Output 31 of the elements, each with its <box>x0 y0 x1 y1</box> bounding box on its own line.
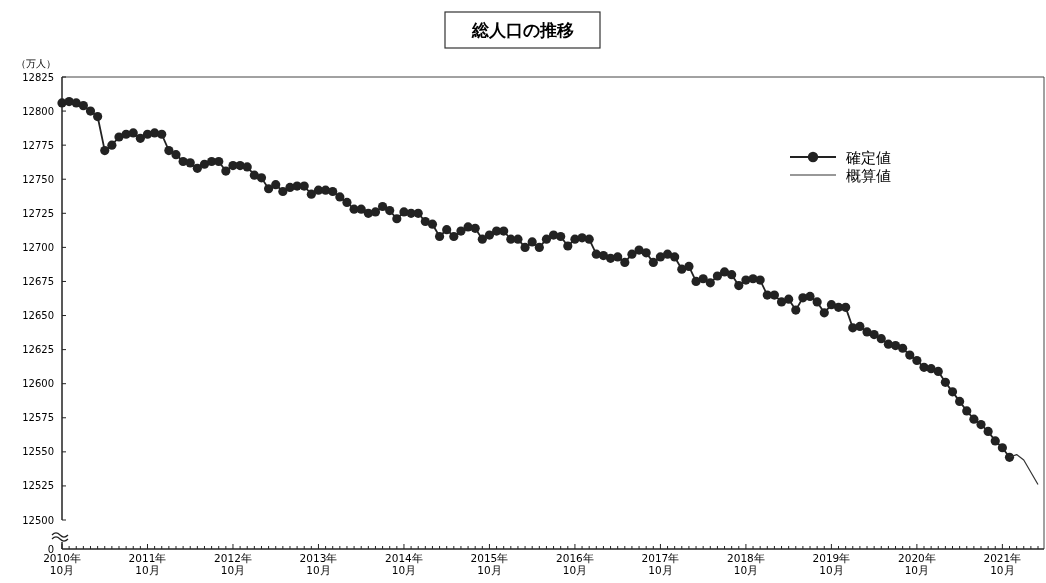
x-tick-label: 2013年 10月 <box>299 552 338 577</box>
y-tick-label: 12750 <box>22 173 54 185</box>
x-tick-label: 2010年 10月 <box>43 552 81 577</box>
legend: 概算値 <box>846 167 891 185</box>
ylabel: （万人） <box>16 58 56 69</box>
y-tick-label: 12725 <box>22 207 54 219</box>
x-tick-label: 2014年 10月 <box>385 552 423 577</box>
y-tick-label: 12700 <box>22 241 54 253</box>
y-tick-label: 12775 <box>22 139 54 151</box>
legend: 確定値 <box>846 149 891 167</box>
y-tick-label: 12500 <box>22 514 54 526</box>
y-tick-label: 12825 <box>22 71 54 83</box>
x-tick-label: 2016年 10月 <box>556 552 594 577</box>
x-tick-label: 2019年 10月 <box>812 552 851 577</box>
y-tick-label: 12525 <box>22 480 54 492</box>
annotation: 0 <box>47 544 54 555</box>
x-tick-label: 2011年 10月 <box>128 552 167 577</box>
y-tick-label: 12625 <box>22 344 54 356</box>
y-tick-label: 12600 <box>22 378 54 390</box>
x-tick-label: 2018年 10月 <box>727 552 765 577</box>
y-tick-label: 12550 <box>22 446 54 458</box>
x-tick-label: 2012年 10月 <box>214 552 252 577</box>
y-tick-label: 12675 <box>22 275 54 287</box>
y-tick-label: 12575 <box>22 412 54 424</box>
x-tick-label: 2015年 10月 <box>470 552 509 577</box>
x-tick-label: 2017年 10月 <box>641 552 680 577</box>
y-tick-label: 12650 <box>22 310 54 322</box>
title: 総人口の推移 <box>472 20 574 40</box>
x-tick-label: 2021年 10月 <box>983 552 1022 577</box>
x-tick-label: 2020年 10月 <box>898 552 936 577</box>
y-tick-label: 12800 <box>22 105 54 117</box>
